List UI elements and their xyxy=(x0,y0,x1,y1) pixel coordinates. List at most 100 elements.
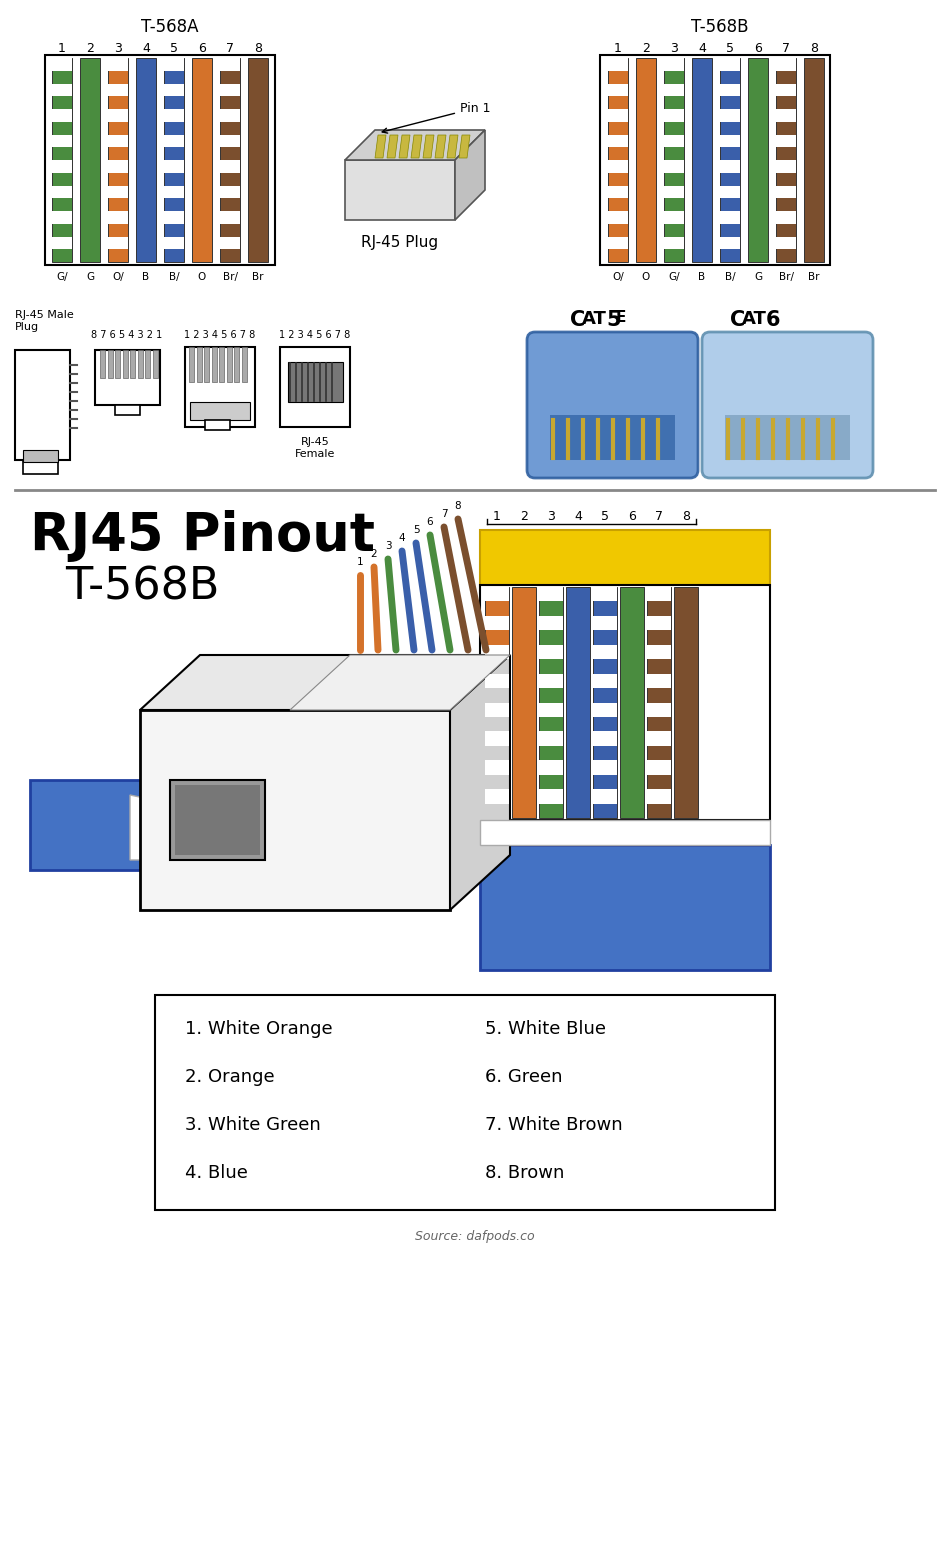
Bar xyxy=(52,186,72,198)
Bar xyxy=(485,644,509,660)
Polygon shape xyxy=(447,135,458,158)
Polygon shape xyxy=(435,135,446,158)
Bar xyxy=(155,994,775,1210)
Bar xyxy=(108,84,128,96)
Text: 7: 7 xyxy=(441,510,447,519)
Text: E: E xyxy=(616,310,626,325)
FancyBboxPatch shape xyxy=(702,331,873,479)
Bar xyxy=(219,347,224,383)
Bar xyxy=(720,160,740,173)
Bar xyxy=(664,135,684,147)
Text: 5: 5 xyxy=(606,310,620,330)
Bar xyxy=(647,703,671,717)
Polygon shape xyxy=(140,655,510,709)
Bar xyxy=(220,237,240,249)
Bar xyxy=(620,587,644,818)
FancyBboxPatch shape xyxy=(527,331,698,479)
Bar xyxy=(480,819,770,846)
Bar xyxy=(288,362,343,403)
Bar xyxy=(220,57,240,262)
Text: 8. Brown: 8. Brown xyxy=(485,1163,564,1182)
Text: 5. White Blue: 5. White Blue xyxy=(485,1019,606,1038)
Text: Br/: Br/ xyxy=(778,273,793,282)
Polygon shape xyxy=(375,135,386,158)
Bar xyxy=(220,57,240,71)
Bar xyxy=(220,186,240,198)
Bar xyxy=(566,587,590,818)
Bar xyxy=(108,160,128,173)
Bar xyxy=(539,674,563,688)
Bar xyxy=(776,108,796,122)
Bar xyxy=(593,587,617,601)
Bar xyxy=(647,617,671,630)
Bar xyxy=(220,84,240,96)
Bar xyxy=(248,57,268,262)
Bar xyxy=(664,84,684,96)
Bar xyxy=(130,350,135,378)
Text: 5: 5 xyxy=(412,525,419,534)
Bar xyxy=(647,674,671,688)
Bar xyxy=(220,108,240,122)
Bar xyxy=(138,350,142,378)
Bar xyxy=(220,211,240,223)
Bar xyxy=(108,57,128,71)
Text: 2: 2 xyxy=(520,510,528,524)
Bar xyxy=(108,57,128,262)
Bar xyxy=(480,530,770,586)
Bar xyxy=(480,846,770,970)
Text: RJ-45 Male
Plug: RJ-45 Male Plug xyxy=(15,310,74,331)
Text: RJ-45
Female: RJ-45 Female xyxy=(294,437,335,459)
Bar xyxy=(234,347,239,383)
Bar xyxy=(164,160,184,173)
Bar xyxy=(52,211,72,223)
Bar xyxy=(550,415,675,460)
Text: B: B xyxy=(142,273,149,282)
Bar xyxy=(164,84,184,96)
Bar xyxy=(164,237,184,249)
Bar xyxy=(485,617,509,630)
Bar xyxy=(608,237,628,249)
Polygon shape xyxy=(423,135,434,158)
Bar xyxy=(192,57,212,262)
Bar xyxy=(608,57,628,71)
Bar xyxy=(720,84,740,96)
Text: G: G xyxy=(754,273,762,282)
Bar xyxy=(52,160,72,173)
Bar xyxy=(647,788,671,804)
Bar xyxy=(220,135,240,147)
Bar xyxy=(647,587,671,818)
Bar xyxy=(608,108,628,122)
Text: B/: B/ xyxy=(169,273,180,282)
Text: 1 2 3 4 5 6 7 8: 1 2 3 4 5 6 7 8 xyxy=(279,330,351,339)
Bar xyxy=(664,57,684,262)
Text: Source: dafpods.co: Source: dafpods.co xyxy=(415,1230,535,1242)
Bar xyxy=(280,347,350,428)
Polygon shape xyxy=(130,795,250,860)
Text: T-568B: T-568B xyxy=(65,565,219,609)
Bar xyxy=(153,350,158,378)
Bar xyxy=(52,237,72,249)
Polygon shape xyxy=(387,135,398,158)
Polygon shape xyxy=(290,655,510,709)
Bar xyxy=(212,347,217,383)
Text: 4: 4 xyxy=(142,42,150,56)
Bar xyxy=(539,617,563,630)
Bar xyxy=(15,350,70,460)
Text: 3: 3 xyxy=(670,42,678,56)
Text: 7: 7 xyxy=(782,42,790,56)
Bar xyxy=(485,788,509,804)
Bar xyxy=(45,56,275,265)
Bar xyxy=(720,186,740,198)
Bar xyxy=(608,186,628,198)
Text: 8: 8 xyxy=(254,42,262,56)
Bar xyxy=(164,57,184,262)
Bar xyxy=(512,587,536,818)
Bar xyxy=(115,404,140,415)
Bar xyxy=(108,237,128,249)
Bar xyxy=(725,415,850,460)
Bar xyxy=(52,135,72,147)
Bar xyxy=(593,731,617,745)
Bar xyxy=(776,211,796,223)
Text: 6: 6 xyxy=(766,310,781,330)
Polygon shape xyxy=(399,135,410,158)
